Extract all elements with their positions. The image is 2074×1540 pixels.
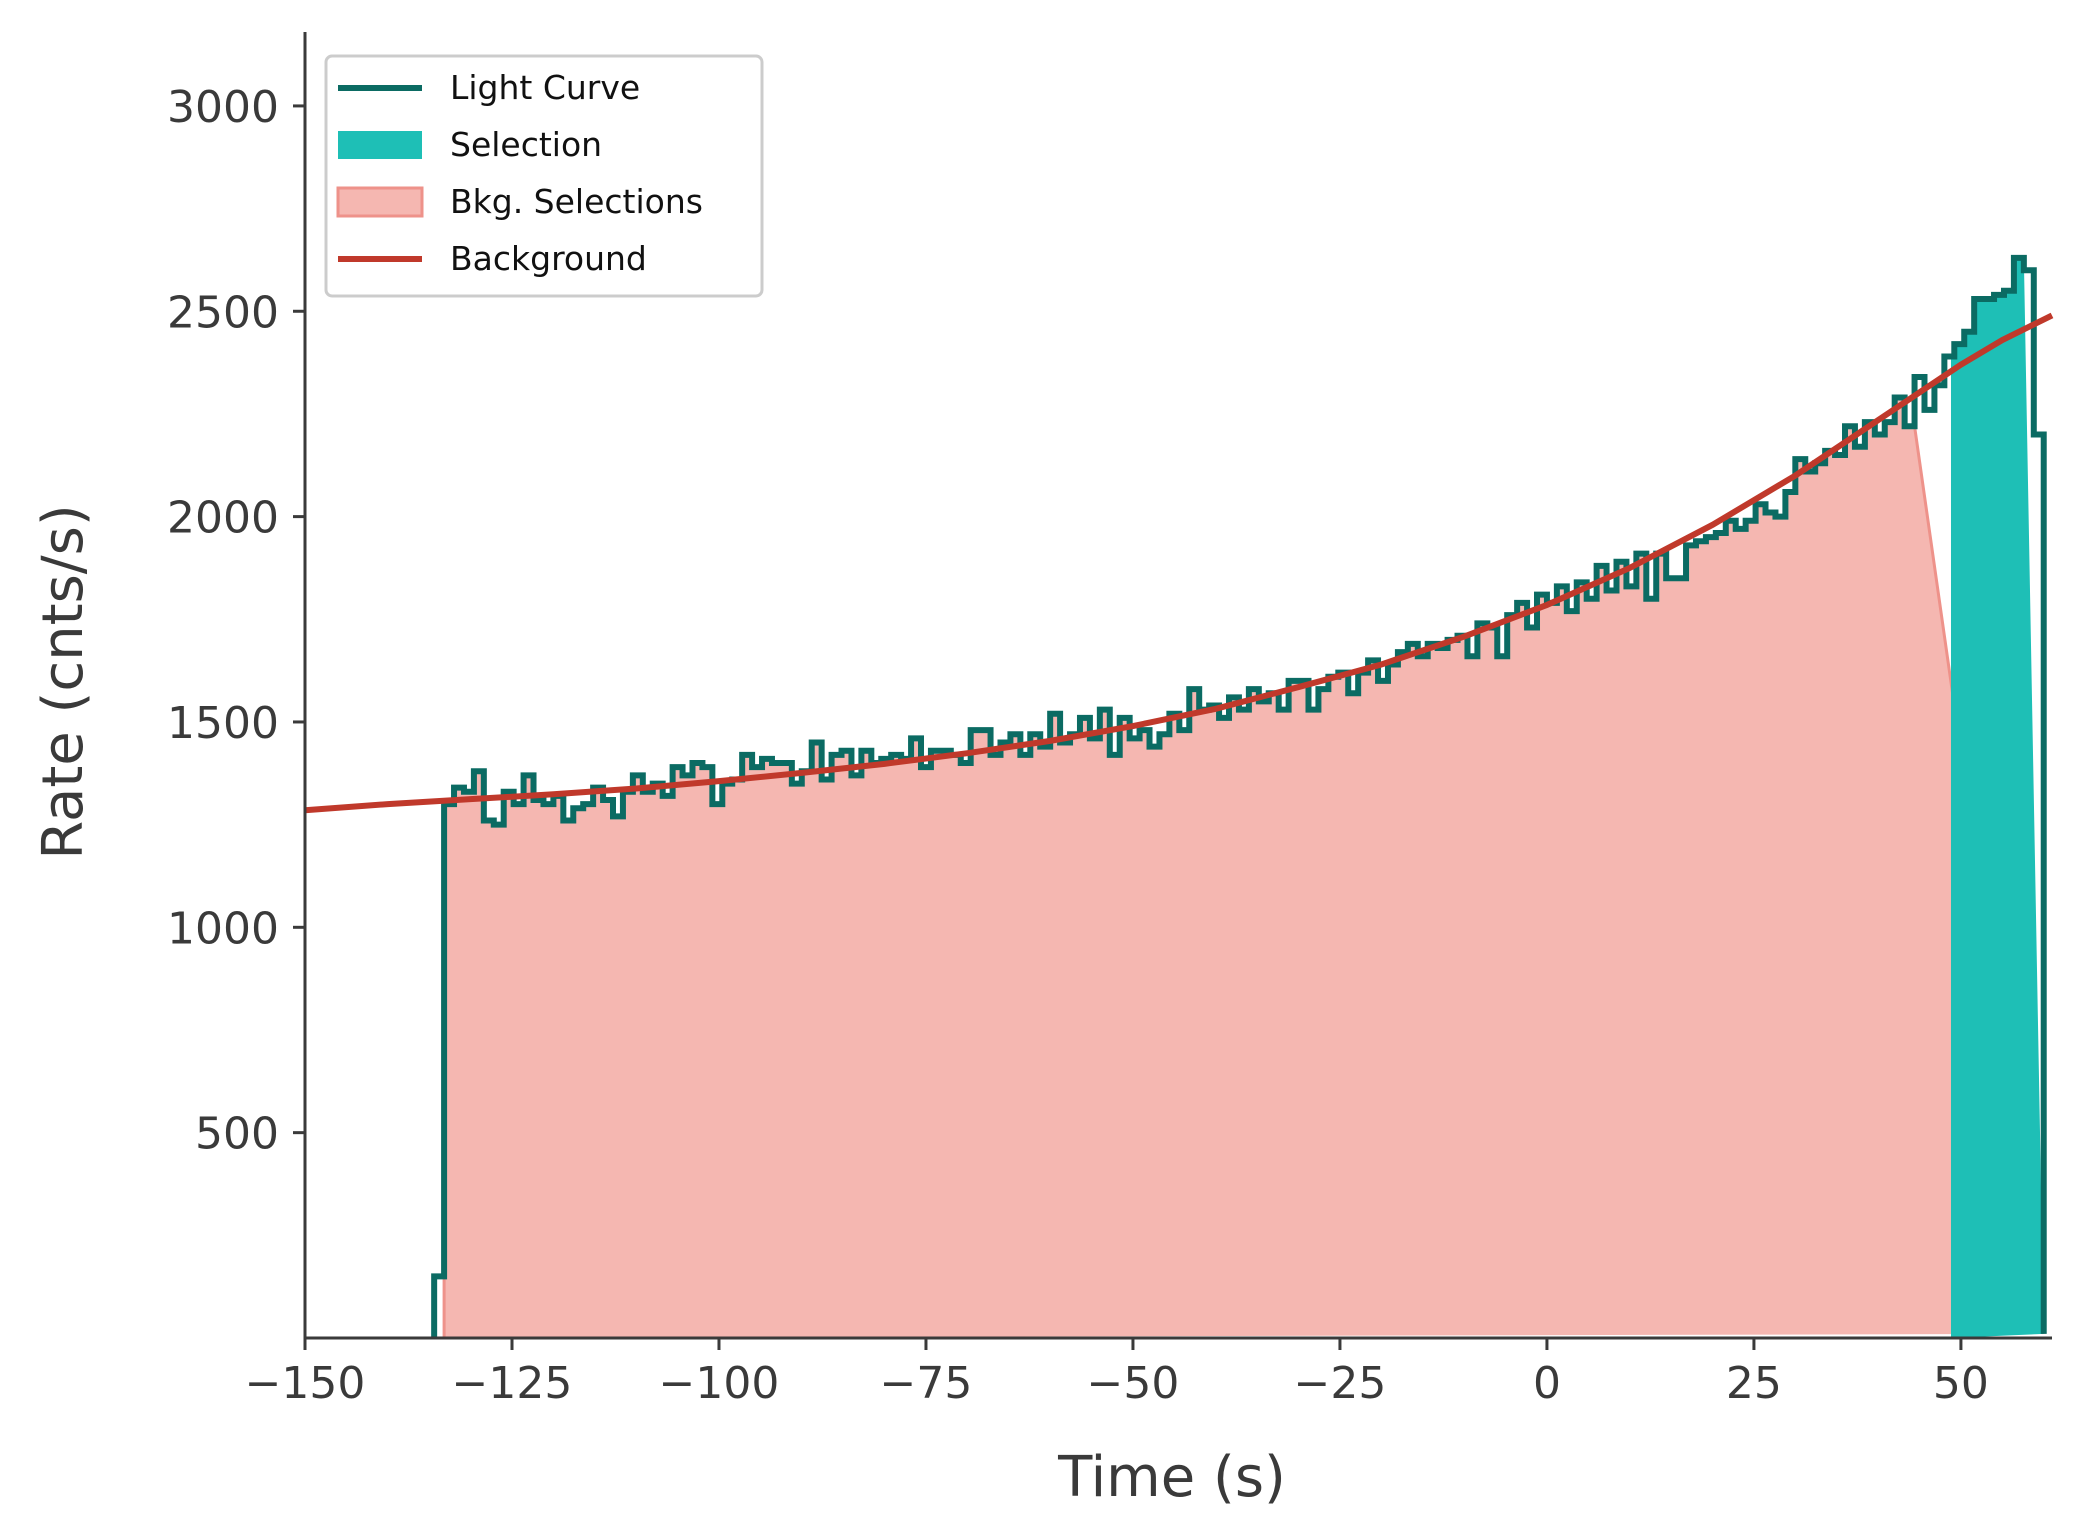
y-axis-ticks: 500 1000 1500 2000 2500 3000 [167, 82, 305, 1160]
selection-area [1950, 257, 2044, 1338]
legend-label: Background [450, 239, 647, 278]
x-tick-label: −150 [245, 1358, 366, 1409]
x-tick-label: 0 [1533, 1358, 1561, 1409]
selection-layer [1950, 257, 2044, 1338]
legend-label: Light Curve [450, 68, 640, 107]
legend-frame [324, 54, 764, 298]
y-tick-label: 2000 [167, 493, 279, 544]
y-tick-label: 500 [195, 1109, 279, 1160]
x-tick-label: 50 [1933, 1358, 1989, 1409]
legend-entries: Light Curve Selection Bkg. Selections Backg… [336, 68, 703, 278]
legend-swatch [338, 131, 422, 159]
x-tick-label: −50 [1087, 1358, 1180, 1409]
x-tick-label: −25 [1294, 1358, 1387, 1409]
background-model-layer [304, 312, 2054, 814]
legend-label: Bkg. Selections [450, 182, 703, 221]
y-tick-label: 3000 [167, 82, 279, 133]
legend-label: Selection [450, 125, 602, 164]
legend: Light Curve Selection Bkg. Selections Backg… [324, 54, 764, 298]
y-tick-label: 1500 [167, 698, 279, 749]
x-tick-label: −125 [452, 1358, 573, 1409]
x-axis-label: Time (s) [1057, 1445, 1286, 1510]
background-model-series [304, 312, 2054, 814]
x-tick-label: −75 [880, 1358, 973, 1409]
x-tick-label: −100 [659, 1358, 780, 1409]
legend-swatch [336, 186, 424, 218]
bkg-selection-layer [442, 396, 2046, 1338]
y-axis-label: Rate (cnts/s) [31, 504, 96, 859]
y-tick-label: 2500 [167, 287, 279, 338]
axes [303, 32, 2052, 1340]
x-tick-label: 25 [1726, 1358, 1782, 1409]
x-axis-ticks: −150 −125 −100 −75 −50 −25 0 25 50 [245, 1338, 1989, 1409]
y-tick-label: 1000 [167, 903, 279, 954]
bkg-selection-area [442, 396, 2046, 1338]
